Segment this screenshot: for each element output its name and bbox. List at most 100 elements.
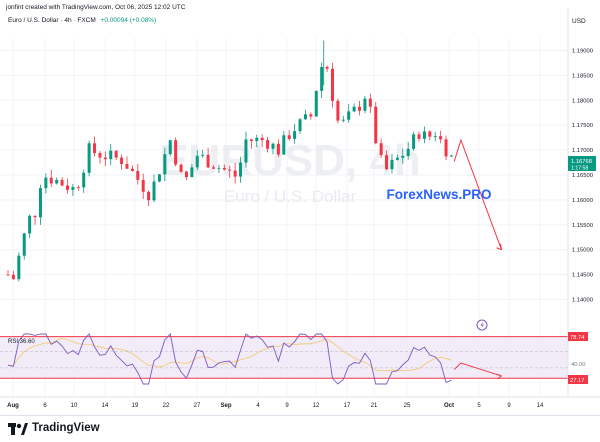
price-tick-label: 1.14000: [572, 298, 593, 304]
candle-body: [298, 119, 302, 132]
time-tick-label: 14: [102, 403, 109, 409]
candle-body: [28, 215, 32, 234]
candle-body: [201, 154, 205, 156]
candle-body: [206, 154, 210, 168]
time-tick-label: 22: [163, 403, 170, 409]
candle-body: [352, 106, 356, 112]
candle-body: [244, 139, 248, 163]
time-tick-label: 25: [404, 403, 411, 409]
candle-body: [325, 67, 329, 69]
candle-body: [309, 114, 313, 117]
candle-body: [93, 143, 97, 153]
svg-text:1:17:58: 1:17:58: [571, 166, 588, 172]
candle-body: [38, 188, 42, 218]
symbol-name: Euro / U.S. Dollar · 4h · FXCM: [8, 17, 96, 24]
brand-overlay: ForexNews.PRO: [386, 187, 491, 202]
rsi-upper-tag: 78.74: [568, 332, 588, 341]
candle-body: [65, 185, 69, 190]
candle-body: [282, 135, 286, 155]
time-tick-label: 9: [285, 403, 289, 409]
candle-body: [136, 170, 140, 180]
candle-body: [363, 98, 367, 111]
time-tick-label: 10: [71, 403, 78, 409]
price-tick-label: 1.18500: [572, 73, 593, 79]
candle-body: [228, 169, 232, 171]
candle-body: [255, 137, 259, 142]
price-tick-label: 1.14500: [572, 273, 593, 279]
watermark-name: Euro / U.S. Dollar: [224, 187, 357, 206]
candle-body: [184, 171, 188, 178]
svg-text:1.16768: 1.16768: [571, 159, 592, 165]
price-change: +0.00094 (+0.08%): [100, 17, 157, 24]
candle-body: [303, 114, 307, 120]
time-tick-label: Oct: [444, 403, 454, 409]
candle-body: [449, 155, 453, 157]
candle-body: [439, 136, 443, 140]
footer-bar: TradingView: [0, 415, 600, 442]
time-tick-label: Sep: [220, 403, 231, 409]
candle-body: [276, 143, 280, 155]
candle-body: [428, 131, 432, 137]
candle-body: [358, 106, 362, 111]
price-tick-label: 1.17000: [572, 148, 593, 154]
time-tick-label: 19: [132, 403, 139, 409]
rsi-forecast-arrowhead: [496, 373, 502, 380]
candle-body: [212, 167, 216, 169]
price-axis[interactable]: 1.19000 1.18500 1.18000 1.17500 1.17000 1.165…: [572, 48, 593, 303]
time-tick-label: Aug: [7, 403, 19, 409]
candle-body: [174, 140, 178, 165]
candle-body: [271, 143, 275, 149]
candle-body: [103, 157, 107, 160]
candle-body: [125, 163, 129, 169]
candle-body: [266, 140, 270, 149]
chart-credit: jonfint created with TradingView.com, Oc…: [6, 4, 186, 11]
price-tick-label: 1.19000: [572, 48, 593, 54]
candle-body: [44, 177, 48, 189]
svg-text:27.17: 27.17: [570, 378, 585, 384]
candle-body: [412, 134, 416, 149]
candle-body: [368, 98, 372, 107]
candle-body: [401, 155, 405, 158]
price-forecast-arrow: [453, 138, 502, 251]
candle-body: [163, 154, 167, 175]
candle-body: [330, 68, 334, 101]
symbol-legend[interactable]: Euro / U.S. Dollar · 4h · FXCM +0.00094 …: [8, 17, 156, 24]
candle-body: [11, 274, 15, 280]
time-tick-label: 9: [507, 403, 511, 409]
candle-body: [336, 100, 340, 121]
candle-body: [233, 170, 237, 177]
candle-body: [33, 215, 37, 218]
chart-canvas[interactable]: EURUSD, 4h Euro / U.S. Dollar ForexNews.…: [0, 0, 600, 415]
candle-body: [320, 67, 324, 91]
candle-body: [347, 111, 351, 120]
candle-body: [444, 139, 448, 157]
forecast-line: [453, 138, 502, 250]
indicator-alert-icon[interactable]: [476, 319, 488, 331]
candle-body: [249, 139, 253, 142]
candle-body: [390, 159, 394, 170]
candle-body: [71, 187, 75, 190]
rsi-line: [7, 333, 452, 385]
time-axis[interactable]: Aug 6 10 14 19 22 27 Sep 4 9 12 17 21 25 Oct 5 9 14: [7, 403, 544, 409]
candle-body: [222, 167, 226, 170]
candle-body: [374, 106, 378, 144]
forecast-arrowhead: [496, 243, 502, 251]
candle-body: [422, 131, 426, 139]
candle-body: [287, 135, 291, 139]
price-tick-label: 1.17500: [572, 123, 593, 129]
candle-body: [385, 155, 389, 170]
last-price-tag: 1.16768 1:17:58: [568, 156, 596, 172]
candle-body: [55, 179, 59, 184]
candle-body: [341, 119, 345, 121]
candle-body: [260, 137, 264, 141]
candle-body: [130, 168, 134, 171]
tradingview-logo[interactable]: TradingView: [8, 422, 100, 435]
candle-body: [120, 157, 124, 164]
price-tick-label: 1.16500: [572, 173, 593, 179]
rsi-lower-tag: 27.17: [568, 375, 588, 384]
watermark-symbol: EURUSD, 4h: [159, 136, 421, 185]
svg-text:78.74: 78.74: [570, 335, 585, 341]
rsi-pane: [0, 333, 568, 385]
tradingview-logo-text: TradingView: [32, 422, 100, 434]
candle-body: [406, 148, 410, 156]
